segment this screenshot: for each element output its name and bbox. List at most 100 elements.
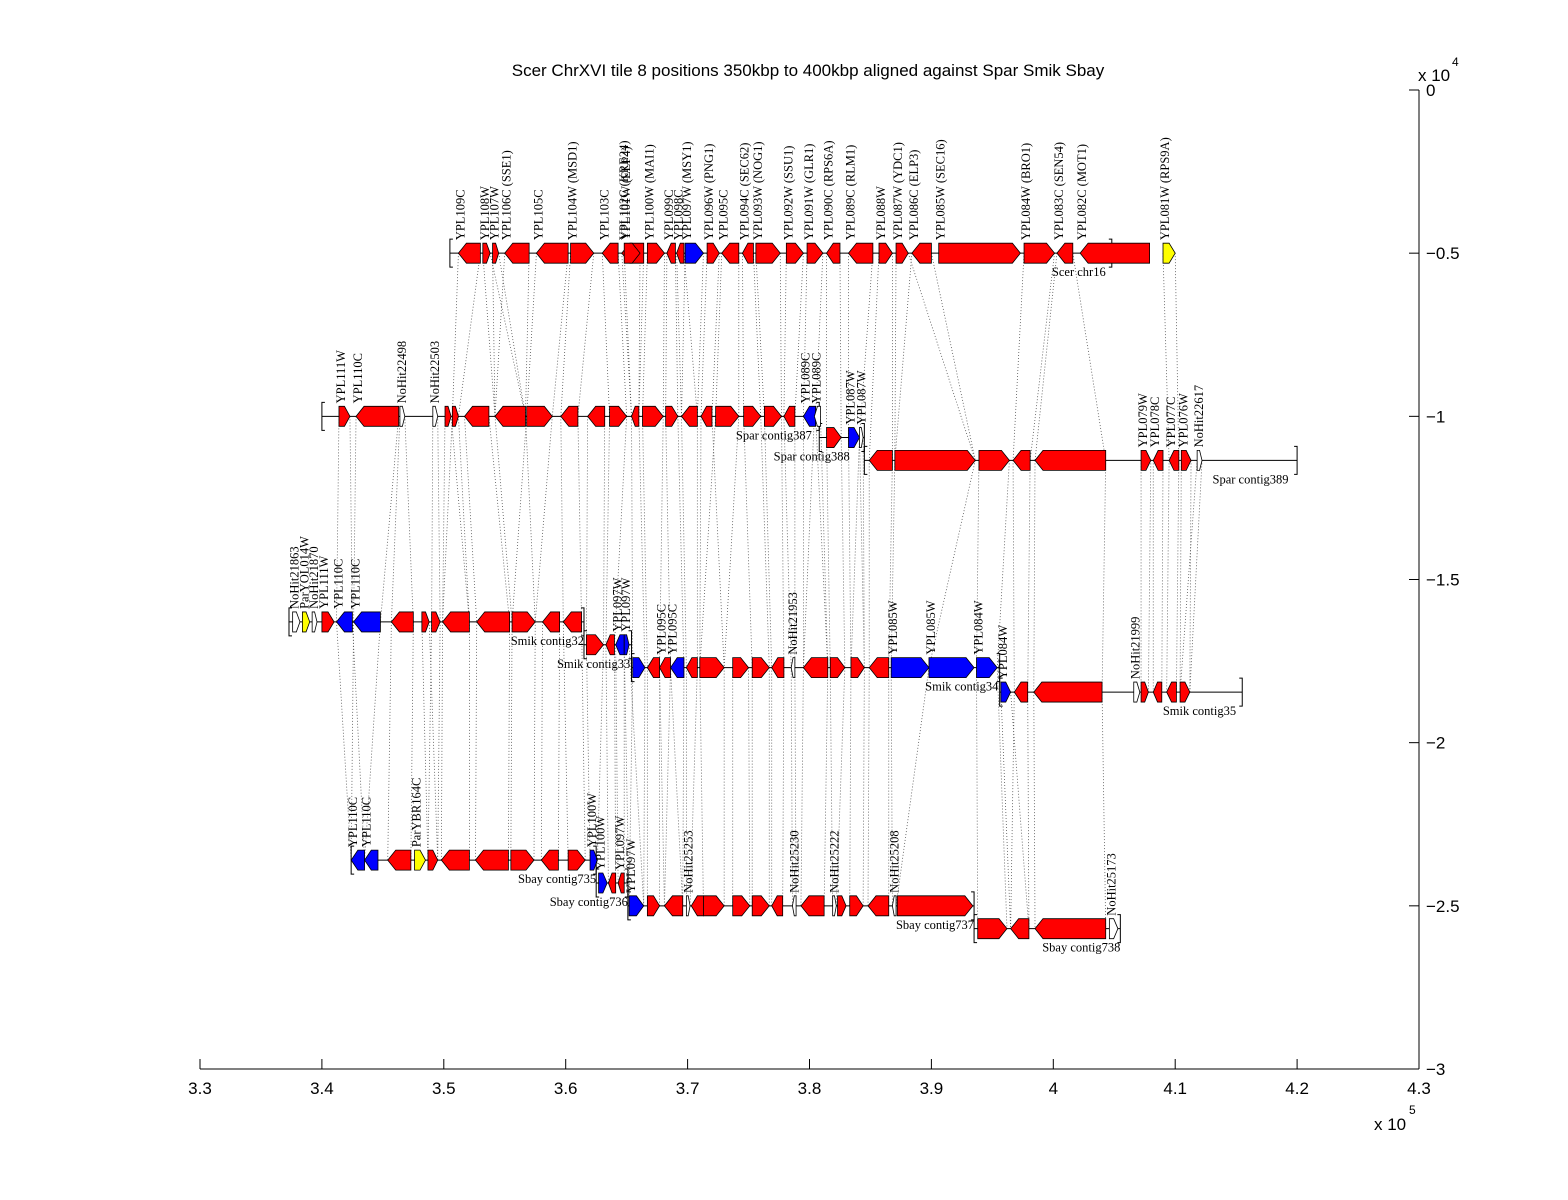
alignment-link bbox=[1189, 460, 1203, 693]
gene-arrow bbox=[721, 242, 740, 264]
gene-arrows bbox=[292, 242, 1203, 940]
alignment-link bbox=[437, 416, 441, 622]
alignment-link bbox=[711, 416, 725, 668]
gene-label: YPL089C bbox=[809, 353, 823, 404]
contig-label: Sbay contig735 bbox=[518, 872, 596, 886]
alignment-link bbox=[840, 437, 846, 668]
gene-arrow bbox=[743, 405, 762, 427]
gene-arrow bbox=[976, 657, 998, 679]
alignment-link bbox=[586, 416, 589, 645]
alignment-link bbox=[428, 621, 439, 861]
gene-label: YPL092W (SSU1) bbox=[781, 146, 795, 241]
alignment-link bbox=[1010, 692, 1030, 929]
alignment-link bbox=[755, 253, 765, 417]
gene-label: NoHit22503 bbox=[428, 341, 442, 404]
alignment-link bbox=[642, 253, 648, 417]
alignment-link bbox=[427, 621, 433, 861]
gene-arrow bbox=[350, 849, 365, 871]
gene-label: YPL107W bbox=[488, 186, 502, 240]
gene-arrow bbox=[685, 657, 698, 679]
alignment-link bbox=[404, 416, 414, 622]
gene-arrow bbox=[1179, 681, 1191, 703]
x-tick-label: 4.1 bbox=[1163, 1079, 1187, 1098]
alignment-link bbox=[1179, 460, 1182, 693]
alignment-link bbox=[664, 667, 671, 906]
gene-arrow bbox=[646, 242, 665, 264]
gene-arrow bbox=[800, 895, 825, 917]
y-exponent-power: 4 bbox=[1452, 55, 1459, 69]
gene-label: YPL085W bbox=[924, 600, 938, 654]
alignment-link bbox=[364, 621, 381, 861]
gene-arrow bbox=[1162, 242, 1176, 264]
gene-arrow bbox=[826, 427, 842, 448]
gene-label: YPL079W bbox=[1136, 393, 1150, 447]
alignment-link bbox=[336, 416, 340, 622]
gene-arrow bbox=[783, 405, 796, 427]
gene-label: NoHit22617 bbox=[1192, 385, 1206, 448]
gene-arrow bbox=[1108, 918, 1119, 940]
contig-label: Smik contig35 bbox=[1163, 704, 1236, 718]
gene-arrow bbox=[1013, 681, 1029, 703]
alignment-link bbox=[1029, 253, 1055, 461]
gene-arrow bbox=[703, 895, 725, 917]
alignment-link bbox=[699, 416, 702, 668]
gene-arrow bbox=[895, 242, 909, 264]
gene-label: NoHit22498 bbox=[395, 341, 409, 404]
alignment-link bbox=[659, 667, 665, 906]
y-tick-label: 0 bbox=[1426, 81, 1435, 100]
alignment-link bbox=[605, 416, 610, 645]
alignment-link bbox=[526, 253, 537, 417]
gene-label: YPL085W (SEC16) bbox=[934, 139, 948, 240]
gene-label: YPL108W bbox=[478, 186, 492, 240]
gene-label: YPL077C bbox=[1164, 397, 1178, 448]
alignment-link bbox=[458, 253, 481, 417]
alignment-link bbox=[1161, 460, 1164, 693]
alignment-link bbox=[753, 253, 762, 417]
gene-arrow bbox=[751, 657, 770, 679]
alignment-link bbox=[475, 621, 478, 861]
gene-label: NoHit25253 bbox=[681, 830, 695, 893]
alignment-link bbox=[675, 253, 679, 417]
contig-start-bracket bbox=[595, 868, 600, 898]
gene-label: YPL096W (PNG1) bbox=[702, 144, 716, 241]
alignment-link bbox=[540, 621, 543, 861]
gene-arrow bbox=[311, 611, 318, 633]
gene-arrow bbox=[567, 849, 586, 871]
gene-arrow bbox=[562, 611, 582, 633]
alignment-link bbox=[782, 667, 785, 906]
alignment-link bbox=[533, 621, 536, 861]
gene-arrow bbox=[938, 242, 1021, 264]
gene-label: YPL110C bbox=[360, 797, 374, 847]
gene-arrow bbox=[755, 242, 781, 264]
gene-label: YPL105C bbox=[531, 189, 545, 240]
gene-arrow bbox=[355, 405, 400, 427]
gene-arrow bbox=[826, 242, 841, 264]
gene-arrow bbox=[1079, 242, 1151, 264]
gene-arrow bbox=[894, 449, 976, 471]
gene-label: YPL109C bbox=[453, 189, 467, 240]
y-tick-label: −3 bbox=[1426, 1060, 1445, 1079]
contig-end-bracket bbox=[580, 607, 585, 637]
alignment-link bbox=[931, 253, 976, 461]
gene-arrow bbox=[440, 849, 470, 871]
gene-label: NoHit21863 bbox=[288, 546, 302, 609]
alignment-link bbox=[1072, 253, 1107, 461]
gene-arrow bbox=[642, 405, 664, 427]
alignment-link bbox=[1027, 692, 1030, 929]
contig-label: Sbay contig737 bbox=[896, 918, 974, 932]
gene-arrow bbox=[457, 242, 481, 264]
gene-arrow bbox=[1023, 242, 1056, 264]
gene-arrow bbox=[792, 895, 797, 917]
alignment-link bbox=[699, 667, 704, 906]
gene-label: YPL084W (BRO1) bbox=[1019, 143, 1033, 240]
chart-title: Scer ChrXVI tile 8 positions 350kbp to 4… bbox=[512, 61, 1105, 80]
contig-start-bracket bbox=[863, 445, 868, 475]
gene-arrow bbox=[977, 918, 1008, 940]
alignment-link bbox=[421, 621, 429, 861]
gene-arrow bbox=[631, 405, 640, 427]
y-tick-label: −2.5 bbox=[1426, 897, 1460, 916]
gene-arrow bbox=[482, 242, 491, 264]
contig-label: Scer chr16 bbox=[1052, 265, 1106, 279]
gene-arrow bbox=[659, 657, 671, 679]
alignment-link bbox=[711, 253, 720, 417]
